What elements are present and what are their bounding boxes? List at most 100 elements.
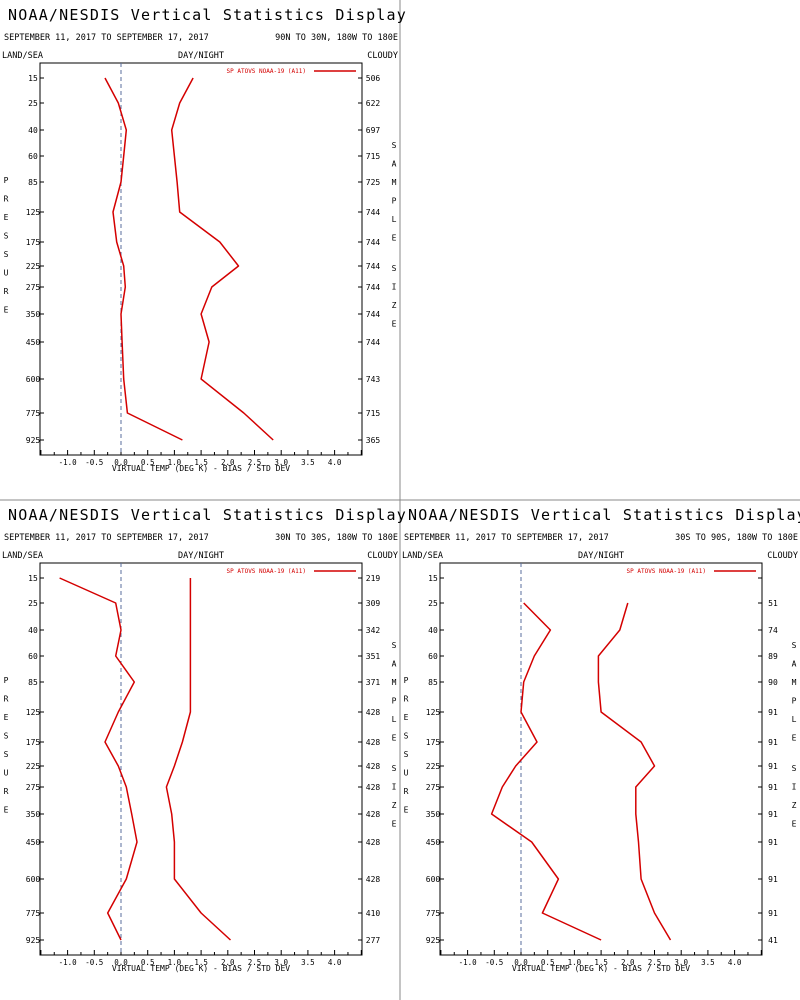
sample-size-axis-letter: S — [792, 641, 797, 650]
y-axis-label-letter: P — [4, 676, 9, 685]
bias-series-line — [490, 602, 602, 941]
time-label: DAY/NIGHT — [178, 51, 224, 61]
sample-size-axis-letter: E — [392, 320, 397, 329]
sample-size-axis-letter: A — [392, 660, 397, 669]
y-axis-label-letter: P — [404, 676, 409, 685]
sample-size-axis-letter: E — [392, 234, 397, 243]
sample-size-label: 744 — [366, 208, 381, 217]
pressure-level-label: 175 — [426, 738, 441, 747]
sample-size-axis-letter: L — [392, 215, 397, 224]
pressure-level-label: 175 — [26, 738, 41, 747]
pressure-level-label: 60 — [28, 652, 38, 661]
y-axis-label-letter: E — [4, 306, 9, 315]
y-axis-label-letter: S — [4, 732, 9, 741]
y-axis-label-letter: S — [4, 232, 9, 241]
sample-size-axis-letter: I — [392, 283, 397, 292]
std-dev-series-line — [165, 578, 232, 941]
bias-series-line — [104, 77, 183, 441]
pressure-level-label: 15 — [428, 574, 438, 583]
y-axis-label-letter: E — [404, 806, 409, 815]
sample-size-axis-letter: S — [392, 641, 397, 650]
chart-title: NOAA/NESDIS Vertical Statistics Display — [8, 506, 407, 524]
sample-size-axis-letter: M — [392, 678, 397, 687]
pressure-level-label: 15 — [28, 574, 38, 583]
x-tick-label: 3.5 — [701, 958, 715, 967]
x-tick-label: 2.5 — [248, 458, 262, 467]
sample-size-label: 725 — [366, 178, 381, 187]
x-tick-label: 3.0 — [274, 958, 288, 967]
x-tick-label: 2.0 — [621, 958, 635, 967]
pressure-level-label: 600 — [26, 375, 41, 384]
y-axis-label-letter: R — [4, 195, 9, 204]
sample-size-axis-letter: E — [792, 734, 797, 743]
x-tick-label: 0.5 — [141, 958, 155, 967]
pressure-level-label: 225 — [426, 762, 441, 771]
sample-size-label: 342 — [366, 626, 381, 635]
sample-size-axis-letter: A — [392, 160, 397, 169]
y-axis-label-letter: S — [404, 750, 409, 759]
pressure-level-label: 125 — [26, 208, 41, 217]
sample-size-label: 41 — [768, 936, 778, 945]
y-axis-label-letter: R — [404, 695, 409, 704]
x-tick-label: 1.5 — [594, 958, 608, 967]
pressure-level-label: 85 — [428, 678, 438, 687]
chart-panel-3: NOAA/NESDIS Vertical Statistics Display S… — [402, 506, 800, 973]
y-axis-label-letter: S — [404, 732, 409, 741]
region-label: 90N TO 30N, 180W TO 180E — [275, 33, 398, 43]
x-tick-label: -0.5 — [85, 958, 103, 967]
sample-size-label: 371 — [366, 678, 381, 687]
sample-size-label: 89 — [768, 652, 778, 661]
sample-size-label: 428 — [366, 762, 381, 771]
sample-size-label: 428 — [366, 738, 381, 747]
legend-label: SP ATOVS NOAA-19 (A11) — [227, 568, 306, 575]
x-tick-label: 3.5 — [301, 458, 315, 467]
sample-size-label: 715 — [366, 409, 381, 418]
y-axis-label-letter: U — [404, 769, 409, 778]
time-label: DAY/NIGHT — [178, 551, 224, 561]
sample-size-axis-letter: E — [392, 734, 397, 743]
x-tick-label: 2.5 — [648, 958, 662, 967]
sample-size-axis-letter: P — [392, 197, 397, 206]
sample-size-axis-letter: E — [392, 820, 397, 829]
pressure-level-label: 275 — [26, 783, 41, 792]
pressure-level-label: 450 — [426, 838, 441, 847]
sample-size-label: 219 — [366, 574, 381, 583]
sample-size-axis-letter: P — [792, 697, 797, 706]
plot-frame — [39, 562, 363, 956]
chart-panel-1: NOAA/NESDIS Vertical Statistics Display S… — [2, 6, 407, 473]
x-tick-label: 0.0 — [114, 958, 128, 967]
y-axis-label-letter: E — [4, 213, 9, 222]
cloud-label: CLOUDY — [367, 551, 398, 561]
bias-series-line — [59, 577, 138, 941]
date-range: SEPTEMBER 11, 2017 TO SEPTEMBER 17, 2017 — [4, 33, 209, 43]
legend-label: SP ATOVS NOAA-19 (A11) — [227, 68, 306, 75]
x-tick-label: 1.0 — [568, 958, 582, 967]
pressure-level-label: 60 — [428, 652, 438, 661]
pressure-level-label: 275 — [426, 783, 441, 792]
sample-size-axis-letter: S — [392, 764, 397, 773]
chart-title: NOAA/NESDIS Vertical Statistics Display — [8, 6, 407, 24]
sample-size-label: 428 — [366, 708, 381, 717]
pressure-level-label: 450 — [26, 338, 41, 347]
sample-size-label: 91 — [768, 909, 778, 918]
sample-size-axis-letter: L — [392, 715, 397, 724]
pressure-level-label: 225 — [26, 762, 41, 771]
sample-size-label: 365 — [366, 436, 381, 445]
x-tick-label: -1.0 — [59, 458, 78, 467]
sample-size-axis-letter: Z — [792, 801, 797, 810]
sample-size-label: 309 — [366, 599, 381, 608]
x-tick-label: -1.0 — [459, 958, 478, 967]
x-tick-label: 1.0 — [168, 958, 182, 967]
pressure-level-label: 85 — [28, 678, 38, 687]
pressure-level-label: 775 — [426, 909, 441, 918]
sample-size-label: 410 — [366, 909, 381, 918]
x-tick-label: -0.5 — [85, 458, 103, 467]
y-axis-label-letter: R — [4, 787, 9, 796]
date-range: SEPTEMBER 11, 2017 TO SEPTEMBER 17, 2017 — [4, 533, 209, 543]
sample-size-axis-letter: S — [392, 141, 397, 150]
sample-size-label: 91 — [768, 738, 778, 747]
pressure-level-label: 60 — [28, 152, 38, 161]
region-label: 30S TO 90S, 180W TO 180E — [675, 533, 798, 543]
pressure-level-label: 225 — [26, 262, 41, 271]
